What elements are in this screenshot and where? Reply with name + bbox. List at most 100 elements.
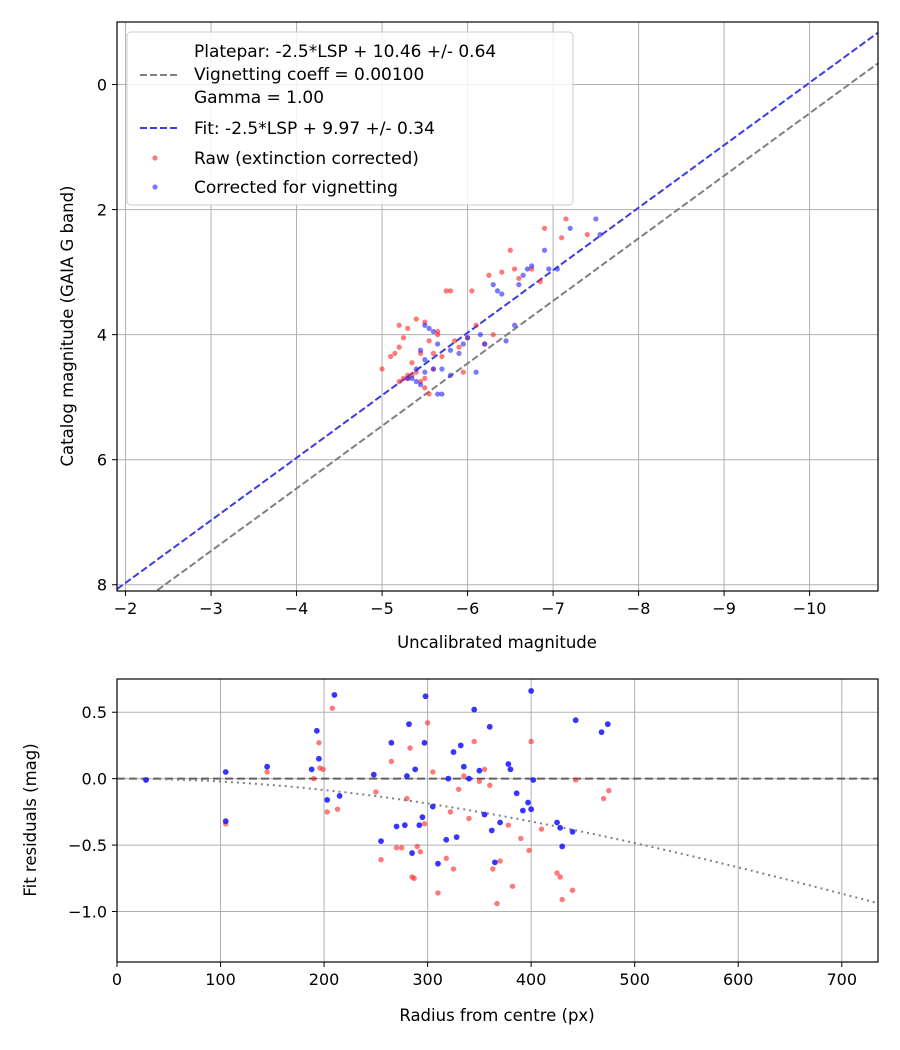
raw-residual-point bbox=[388, 758, 395, 765]
raw-residual-point bbox=[497, 858, 503, 864]
legend-raw-label: Raw (extinction corrected) bbox=[194, 149, 419, 169]
corrected-residual-point bbox=[222, 818, 229, 825]
raw-point bbox=[512, 266, 518, 272]
raw-residual-point bbox=[411, 875, 417, 881]
top-plot-frame bbox=[116, 21, 879, 592]
top-x-tick-label: −3 bbox=[199, 599, 223, 618]
corrected-residual-point bbox=[421, 739, 428, 746]
raw-point bbox=[507, 247, 513, 253]
corrected-point bbox=[541, 247, 548, 253]
raw-residual-point bbox=[490, 866, 496, 872]
corrected-point bbox=[554, 266, 560, 272]
raw-residual-point bbox=[399, 845, 405, 851]
raw-point bbox=[559, 235, 565, 241]
corrected-residual-point bbox=[143, 777, 149, 783]
raw-residual-point bbox=[487, 782, 493, 788]
raw-residual-point bbox=[378, 856, 384, 863]
raw-point bbox=[584, 231, 590, 238]
legend-corrected-label: Corrected for vignetting bbox=[194, 178, 398, 198]
corrected-point bbox=[546, 266, 552, 272]
raw-point bbox=[473, 322, 479, 328]
raw-residual-point bbox=[435, 890, 441, 896]
top-fit-lines bbox=[117, 31, 878, 591]
raw-residual-point bbox=[538, 826, 545, 832]
raw-point bbox=[563, 216, 569, 222]
corrected-point bbox=[597, 231, 603, 238]
corrected-residual-point bbox=[331, 692, 338, 698]
residuals-plot: 0 100 200 300 400 500 600 700 0.5 0.0 −0.5 −1.0 Ra… bbox=[21, 678, 879, 1025]
bottom-x-ticks: 0 100 200 300 400 500 600 700 bbox=[112, 962, 857, 989]
bottom-y-ticks: 0.5 0.0 −0.5 −1.0 bbox=[68, 703, 117, 922]
corrected-point bbox=[426, 325, 432, 331]
corrected-point bbox=[417, 347, 424, 353]
raw-point bbox=[388, 353, 394, 360]
corrected-point bbox=[439, 391, 445, 397]
corrected-residual-point bbox=[370, 771, 377, 778]
raw-residual-point bbox=[494, 900, 500, 907]
raw-residual-point bbox=[476, 778, 483, 785]
raw-point bbox=[469, 288, 475, 294]
raw-point bbox=[486, 272, 492, 278]
bottom-reference-lines bbox=[117, 777, 878, 905]
corrected-point bbox=[456, 350, 462, 356]
corrected-point bbox=[460, 341, 466, 347]
raw-residual-point bbox=[311, 775, 317, 782]
raw-residual-point bbox=[505, 822, 512, 828]
corrected-residual-point bbox=[598, 729, 605, 736]
corrected-point bbox=[520, 272, 526, 278]
raw-residual-point bbox=[393, 845, 400, 851]
legend-platepar-line3: Gamma = 1.00 bbox=[194, 88, 324, 108]
corrected-residual-point bbox=[507, 766, 514, 773]
raw-point bbox=[452, 338, 458, 344]
corrected-residual-point bbox=[569, 828, 576, 835]
raw-point bbox=[400, 335, 407, 341]
corrected-residual-point bbox=[401, 822, 408, 829]
raw-residual-point bbox=[559, 896, 565, 903]
corrected-residual-point bbox=[315, 755, 322, 762]
corrected-point bbox=[503, 338, 509, 344]
raw-residual-point bbox=[334, 806, 341, 812]
corrected-point bbox=[567, 225, 573, 231]
raw-residual-point bbox=[424, 720, 431, 726]
legend: Platepar: -2.5*LSP + 10.46 +/- 0.64 Vign… bbox=[126, 31, 574, 206]
raw-residual-point bbox=[373, 789, 379, 795]
bottom-x-axis-title: Radius from centre (px) bbox=[399, 1006, 594, 1025]
raw-residual-point bbox=[417, 849, 424, 855]
raw-residual-point bbox=[526, 847, 532, 854]
corrected-residual-point bbox=[604, 721, 611, 728]
legend-corrected-swatch bbox=[152, 184, 158, 190]
corrected-residual-point bbox=[519, 807, 526, 814]
raw-point bbox=[396, 378, 402, 385]
top-x-tick-label: −9 bbox=[712, 599, 736, 618]
corrected-point bbox=[422, 322, 428, 328]
corrected-residual-point bbox=[457, 742, 464, 749]
raw-residual-point bbox=[421, 821, 428, 827]
raw-residual-point bbox=[407, 745, 413, 751]
raw-point bbox=[405, 325, 411, 331]
raw-residual-point bbox=[518, 835, 524, 842]
raw-residual-point bbox=[600, 795, 607, 802]
raw-residual-point bbox=[572, 777, 579, 783]
bottom-data-points bbox=[143, 688, 612, 907]
corrected-residual-point bbox=[264, 763, 271, 770]
corrected-residual-point bbox=[388, 739, 395, 746]
raw-point bbox=[456, 344, 462, 350]
corrected-point bbox=[494, 288, 501, 294]
corrected-point bbox=[473, 369, 479, 375]
corrected-residual-point bbox=[492, 859, 498, 866]
raw-point bbox=[422, 385, 428, 391]
corrected-point bbox=[405, 375, 411, 382]
raw-residual-point bbox=[528, 738, 534, 745]
corrected-residual-point bbox=[497, 819, 503, 826]
corrected-point bbox=[447, 347, 454, 353]
raw-residual-point bbox=[447, 809, 454, 815]
raw-residual-point bbox=[455, 786, 462, 792]
corrected-residual-point bbox=[528, 688, 535, 694]
corrected-residual-point bbox=[416, 822, 423, 829]
bottom-y-axis-title: Fit residuals (mag) bbox=[21, 743, 40, 896]
raw-residual-point bbox=[316, 740, 322, 746]
top-y-tick-label: 6 bbox=[97, 451, 107, 470]
top-y-tick-label: 2 bbox=[97, 201, 107, 220]
corrected-residual-point bbox=[481, 811, 488, 818]
corrected-point bbox=[435, 391, 441, 397]
